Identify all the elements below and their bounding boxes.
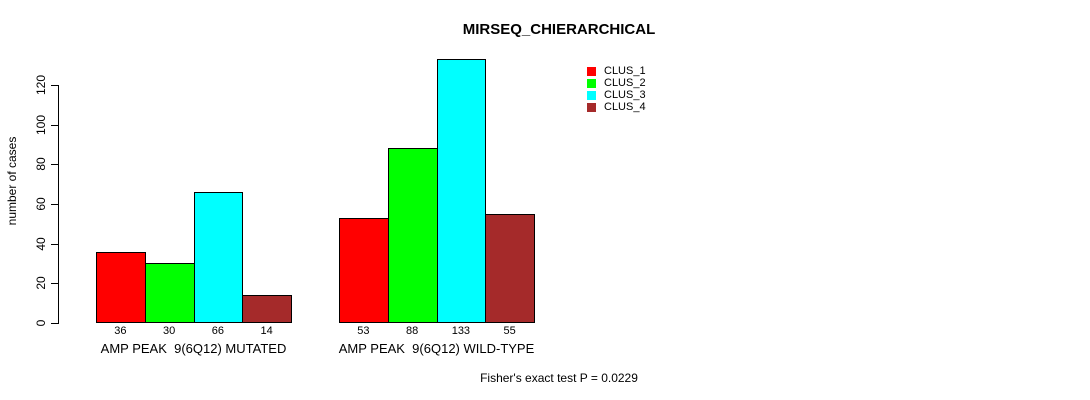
legend-label: CLUS_2 xyxy=(604,77,646,89)
y-axis-tick-label: 0 xyxy=(34,319,48,327)
legend-swatch-icon xyxy=(587,102,596,112)
y-axis-tick xyxy=(51,204,58,205)
category-label: AMP PEAK 9(6Q12) WILD-TYPE xyxy=(338,341,535,356)
legend-label: CLUS_1 xyxy=(604,65,646,77)
bar-value-label: 55 xyxy=(503,325,516,337)
y-axis-tick-label: 120 xyxy=(34,74,48,96)
annotation-text: Fisher's exact test P = 0.0229 xyxy=(480,371,638,385)
y-axis-tick-label: 100 xyxy=(34,114,48,135)
bar-value-label: 88 xyxy=(406,325,419,337)
bar-clus_1-group1 xyxy=(96,252,146,323)
y-axis-tick xyxy=(51,283,58,285)
legend-item: CLUS_2 xyxy=(587,77,646,89)
legend-label: CLUS_4 xyxy=(604,101,646,113)
legend-label: CLUS_3 xyxy=(604,89,646,101)
bar-clus_2-group2 xyxy=(387,148,438,323)
y-axis-tick xyxy=(51,323,58,324)
bar-value-label: 36 xyxy=(114,325,127,337)
bar-value-label: 53 xyxy=(357,325,370,337)
legend-item: CLUS_4 xyxy=(587,101,646,113)
bar-clus_4-group2 xyxy=(485,214,535,323)
y-axis-tick-label: 60 xyxy=(34,197,48,211)
y-axis-tick xyxy=(51,124,58,126)
legend-swatch-icon xyxy=(587,78,596,88)
category-label: AMP PEAK 9(6Q12) MUTATED xyxy=(100,341,287,356)
bar-value-label: 133 xyxy=(451,325,471,337)
bar-clus_2-group1 xyxy=(144,263,195,323)
legend-item: CLUS_1 xyxy=(587,65,646,77)
legend: CLUS_1 CLUS_2 CLUS_3 CLUS_4 xyxy=(587,65,646,113)
legend-swatch-icon xyxy=(587,90,596,100)
y-axis-tick xyxy=(51,164,58,166)
bar-clus_4-group1 xyxy=(242,295,292,323)
bar-value-label: 14 xyxy=(260,325,273,337)
bar-clus_3-group2 xyxy=(436,59,487,323)
y-axis-tick xyxy=(51,243,58,245)
bar-value-label: 30 xyxy=(163,325,176,337)
chart-title: MIRSEQ_CHIERARCHICAL xyxy=(462,21,656,38)
bar-clus_3-group1 xyxy=(193,192,244,323)
y-axis-line xyxy=(58,85,59,324)
legend-swatch-icon xyxy=(587,66,596,76)
y-axis-tick-label: 80 xyxy=(34,157,48,172)
y-axis-tick xyxy=(51,85,58,86)
bar-value-label: 66 xyxy=(211,325,224,337)
bar-clus_1-group2 xyxy=(339,218,389,323)
legend-item: CLUS_3 xyxy=(587,89,646,101)
y-axis-tick-label: 40 xyxy=(34,236,48,251)
y-axis-tick-label: 20 xyxy=(34,276,48,291)
